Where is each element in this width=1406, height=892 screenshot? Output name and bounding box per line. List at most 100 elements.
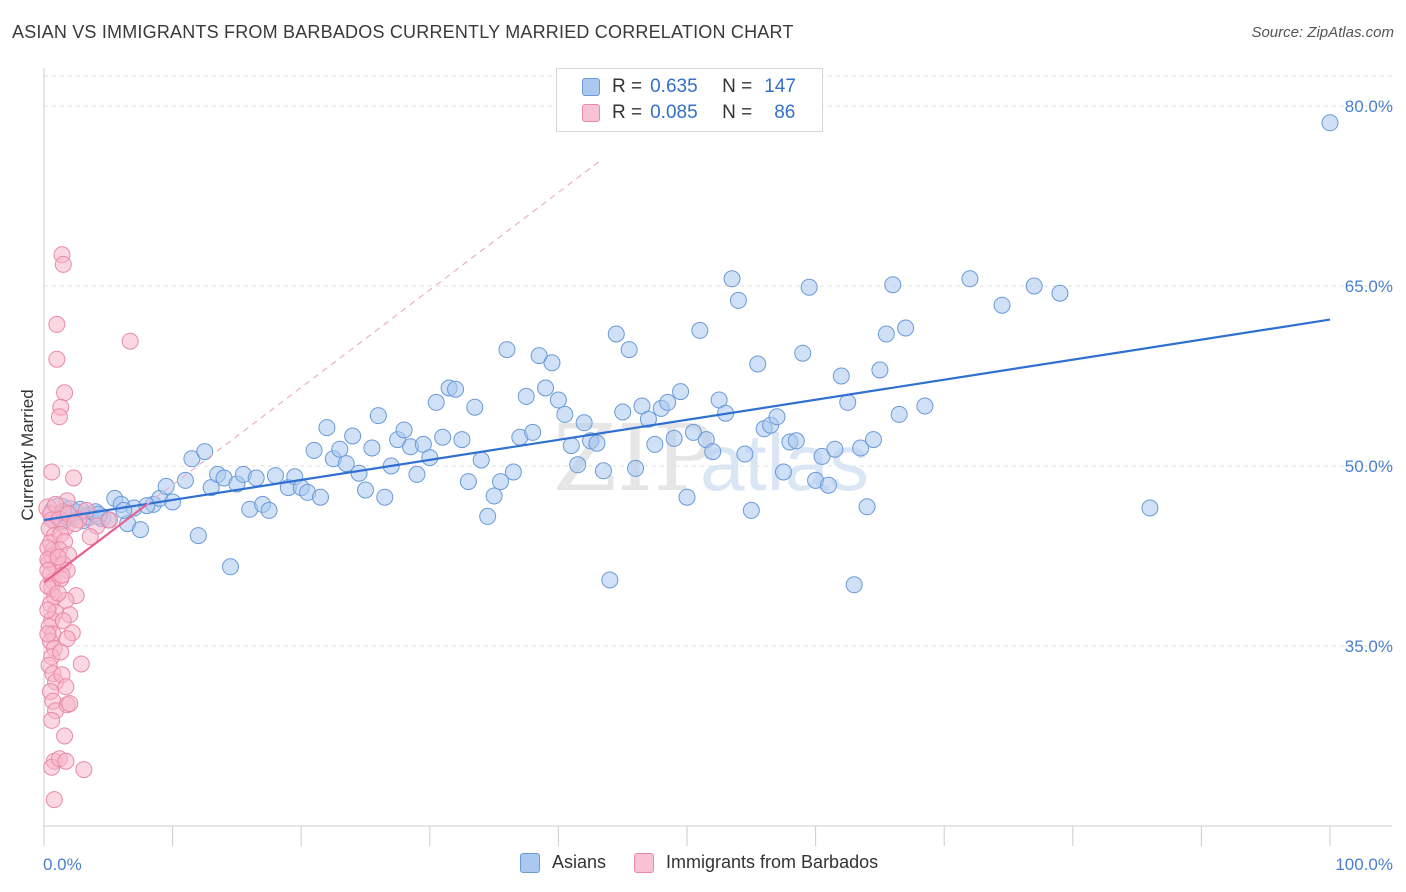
barbados-point <box>61 695 79 713</box>
asians-point <box>684 423 702 441</box>
asians-point <box>826 440 844 458</box>
asians-point <box>157 477 175 495</box>
x-tick-label: 100.0% <box>1335 855 1393 874</box>
y-tick-label: 80.0% <box>1345 97 1393 116</box>
watermark-text: atlas <box>700 418 869 507</box>
asians-point <box>884 276 902 294</box>
asians-point <box>736 445 754 463</box>
asians-point <box>427 393 445 411</box>
barbados-point <box>66 515 84 533</box>
asians-point <box>749 355 767 373</box>
asians-point <box>524 423 542 441</box>
asians-point <box>543 354 561 372</box>
asians-point <box>189 527 207 545</box>
legend-r-value: 0.635 <box>650 76 698 97</box>
asians-point <box>845 576 863 594</box>
barbados-point <box>43 463 61 481</box>
grid-lines <box>44 75 1392 647</box>
asians-point <box>877 325 895 343</box>
asians-point <box>832 367 850 385</box>
barbados-point <box>54 255 72 273</box>
asians-point <box>479 507 497 525</box>
asians-point <box>196 443 214 461</box>
asians-point <box>466 398 484 416</box>
asians-point <box>569 456 587 474</box>
asians-point <box>819 476 837 494</box>
barbados-point <box>39 625 57 643</box>
asians-point <box>858 498 876 516</box>
barbados-point <box>45 791 63 809</box>
asians-point <box>787 432 805 450</box>
barbados-points <box>38 246 139 809</box>
tick-labels: 80.0% 65.0% 50.0% 35.0% 0.0% 100.0% Currently … <box>18 97 1393 874</box>
asians-point <box>376 488 394 506</box>
series-legend-barbados[interactable]: Immigrants from Barbados <box>634 852 878 873</box>
asians-point <box>369 407 387 425</box>
y-tick-label: 35.0% <box>1345 637 1393 656</box>
barbados-point <box>39 601 57 619</box>
asians-point <box>768 408 786 426</box>
source-label: Source: ZipAtlas.com <box>1251 24 1394 41</box>
barbados-point <box>57 752 75 770</box>
asians-point <box>1321 114 1339 132</box>
asians-point <box>221 558 239 576</box>
asians-point <box>266 467 284 485</box>
asians-point <box>395 421 413 439</box>
barbados-point <box>52 643 70 661</box>
asians-point <box>800 278 818 296</box>
barbados-point <box>49 548 67 566</box>
asians-point <box>549 391 567 409</box>
asians-point <box>723 270 741 288</box>
barbados-legend-swatch <box>634 852 655 873</box>
asians-point <box>498 341 516 359</box>
asians-legend-swatch <box>520 852 540 873</box>
asians-point <box>813 447 831 465</box>
barbados-point <box>56 727 74 745</box>
barbados-point <box>72 655 90 673</box>
asians-point <box>601 571 619 589</box>
asians-point <box>453 431 471 449</box>
asians-point <box>556 405 574 423</box>
asians-point <box>1051 284 1069 302</box>
asians-point <box>639 410 657 428</box>
asians-legend-label: Asians <box>552 852 607 872</box>
asians-trend-line <box>43 318 1331 522</box>
barbados-point <box>56 384 74 402</box>
asians-points <box>42 114 1339 594</box>
asians-point <box>357 481 374 499</box>
legend-row-asians: R = 0.635 N = 147 <box>582 75 796 99</box>
asians-point <box>620 341 638 359</box>
asians-point <box>562 437 580 455</box>
asians-point <box>897 319 915 337</box>
asians-point <box>729 291 747 309</box>
series-legend-asians[interactable]: Asians <box>520 852 606 873</box>
asians-point <box>672 383 690 401</box>
asians-point <box>961 270 979 288</box>
asians-point <box>164 493 182 511</box>
barbados-point <box>50 408 68 426</box>
asians-point <box>459 473 477 491</box>
asians-point <box>434 428 452 446</box>
barbados-point <box>65 469 83 487</box>
chart-title: ASIAN VS IMMIGRANTS FROM BARBADOS CURREN… <box>12 22 794 42</box>
asians-point <box>363 439 381 457</box>
asians-point <box>504 463 522 481</box>
asians-point <box>614 403 632 421</box>
asians-swatch <box>582 78 600 96</box>
asians-point <box>646 435 664 453</box>
asians-point <box>774 463 792 481</box>
asians-point <box>485 487 503 505</box>
asians-point <box>260 501 278 519</box>
barbados-point <box>75 761 93 779</box>
legend-n-label: N = <box>722 102 753 123</box>
legend-n-value: 86 <box>774 102 796 123</box>
asians-point <box>530 347 548 365</box>
asians-point <box>337 455 355 473</box>
barbados-point <box>101 511 119 529</box>
barbados-swatch <box>582 104 600 122</box>
asians-point <box>183 450 201 468</box>
asians-point <box>115 501 133 519</box>
asians-point <box>993 296 1011 314</box>
asians-point <box>839 393 857 411</box>
